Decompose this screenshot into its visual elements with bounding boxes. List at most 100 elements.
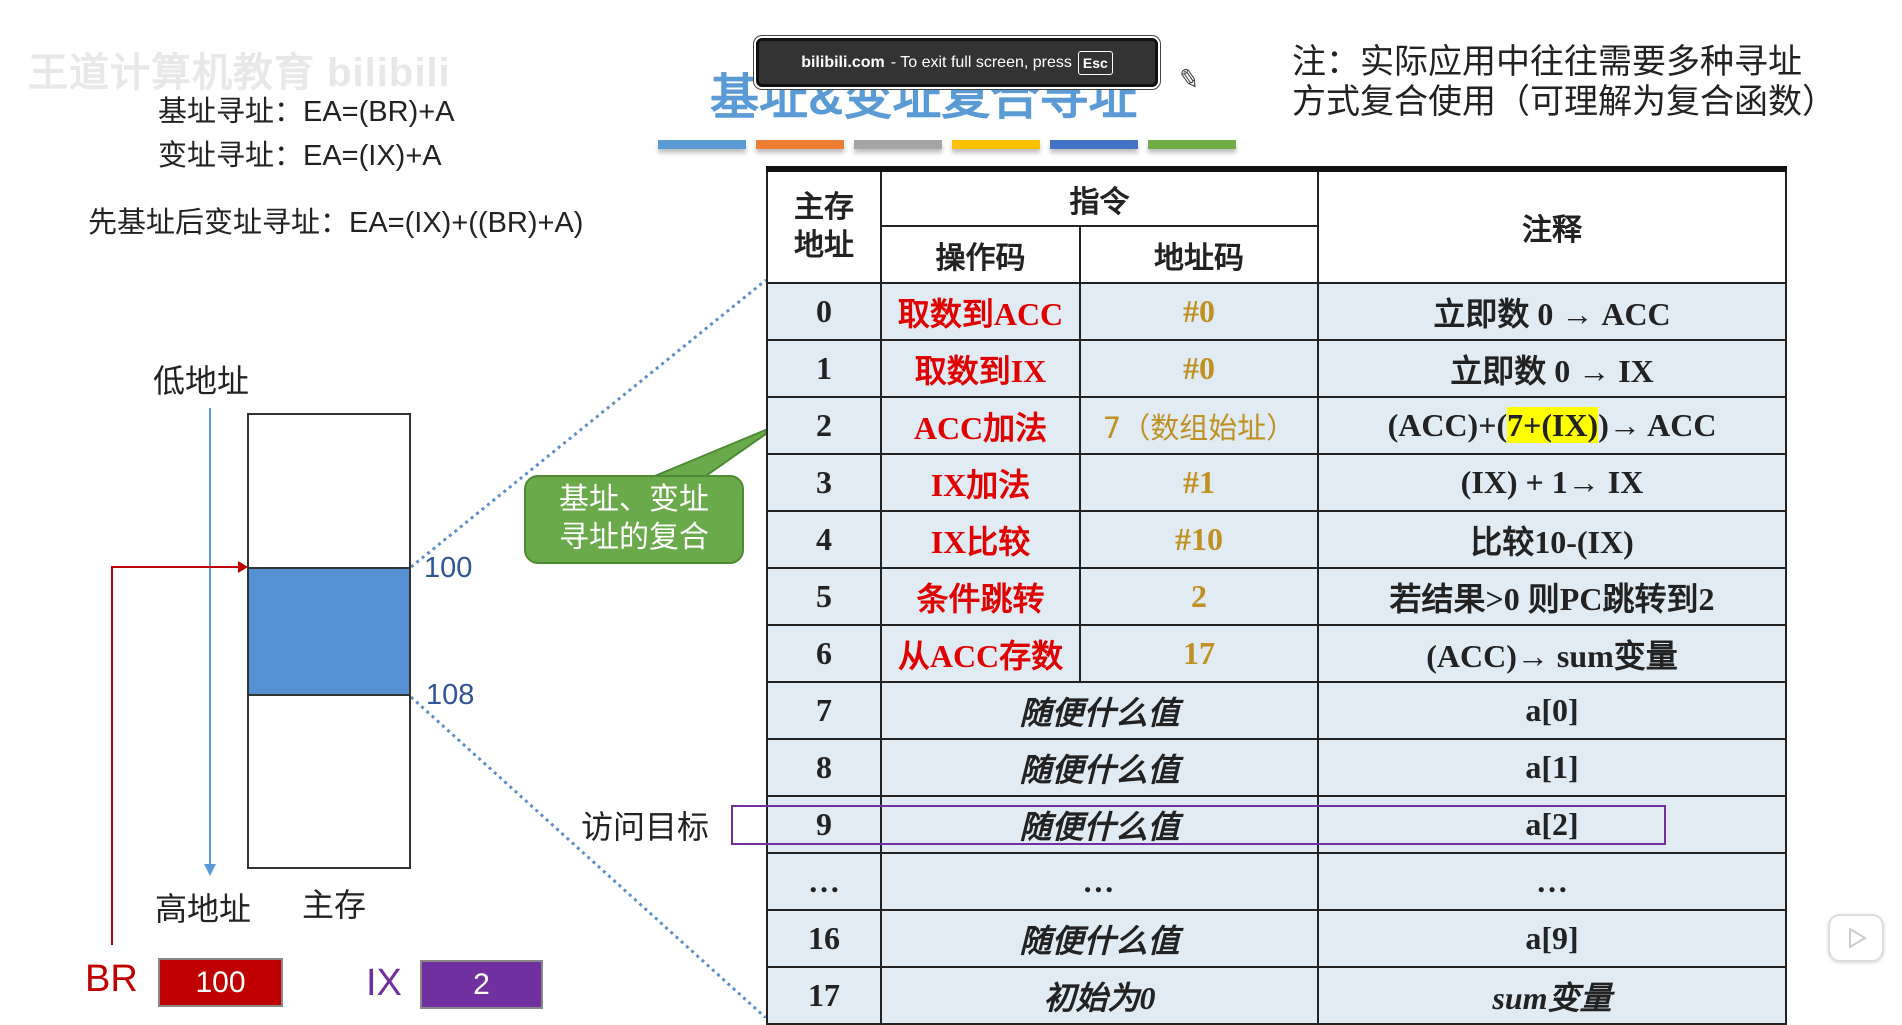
cell-value: …: [880, 852, 1319, 911]
cell-comment: 立即数 0 → IX: [1317, 339, 1787, 398]
cell-address: 17: [766, 966, 882, 1025]
cell-addrcode: #1: [1079, 453, 1319, 512]
cell-address: 3: [766, 453, 882, 512]
combined-addressing-formula: 先基址后变址寻址：EA=(IX)+((BR)+A): [88, 207, 584, 239]
cell-addrcode: #0: [1079, 282, 1319, 341]
cell-value: 初始为0: [880, 966, 1319, 1025]
cell-opcode: IX加法: [880, 453, 1081, 512]
cell-comment: 若结果>0 则PC跳转到2: [1317, 567, 1787, 626]
access-target-label: 访问目标: [581, 809, 710, 845]
cell-address: 4: [766, 510, 882, 569]
callout-line: 寻址的复合: [559, 521, 709, 554]
br-arrow-head-icon: [238, 561, 248, 573]
cell-address: 16: [766, 909, 882, 968]
ix-register: 2: [420, 960, 543, 1009]
color-bar: [854, 140, 942, 149]
cell-addrcode: #10: [1079, 510, 1319, 569]
table-row: 0 取数到ACC #0 立即数 0 → ACC: [766, 282, 1787, 341]
cell-addrcode: 2: [1079, 567, 1319, 626]
header-instruction: 指令: [880, 168, 1319, 227]
cell-comment: a[0]: [1317, 681, 1787, 740]
cell-opcode: 取数到IX: [880, 339, 1081, 398]
dotted-line-top: [410, 278, 767, 569]
color-bar: [658, 140, 746, 149]
table-row: 6 从ACC存数 17 (ACC)→ sum变量: [766, 624, 1787, 683]
cell-address: 1: [766, 339, 882, 398]
br-register: 100: [158, 958, 283, 1007]
cell-addrcode: #0: [1079, 339, 1319, 398]
cell-comment: (ACC)+(7+(IX))→ ACC: [1317, 396, 1787, 455]
table-row: 4 IX比较 #10 比较10-(IX): [766, 510, 1787, 569]
esc-key: Esc: [1077, 50, 1113, 75]
fullscreen-toast: bilibili.com - To exit full screen, pres…: [756, 38, 1158, 87]
address-108: 108: [426, 679, 475, 711]
color-bar: [952, 140, 1040, 149]
header-opcode: 操作码: [880, 225, 1081, 284]
cell-opcode: IX比较: [880, 510, 1081, 569]
array-region: [247, 567, 411, 696]
cell-address: 8: [766, 738, 882, 797]
cell-comment: (IX) + 1→ IX: [1317, 453, 1787, 512]
callout-line: 基址、变址: [559, 483, 709, 516]
br-label: BR: [85, 958, 138, 1000]
toast-text: - To exit full screen, press: [890, 53, 1072, 71]
memory-label: 主存: [302, 887, 367, 923]
table-row: 3 IX加法 #1 (IX) + 1→ IX: [766, 453, 1787, 512]
comment-post: )→ ACC: [1598, 407, 1717, 443]
play-icon: [1849, 927, 1867, 949]
cell-opcode: 条件跳转: [880, 567, 1081, 626]
comment-highlight: 7+(IX): [1507, 407, 1599, 443]
table-row: 1 取数到IX #0 立即数 0 → IX: [766, 339, 1787, 398]
instruction-table: 主存地址 指令 注释 操作码 地址码 0 取数到ACC #0 立即数 0 → ACC 1…: [766, 166, 1787, 1025]
cell-comment: a[1]: [1317, 738, 1787, 797]
cell-opcode: 从ACC存数: [880, 624, 1081, 683]
note-line: 注：实际应用中往往需要多种寻址: [1292, 43, 1802, 81]
base-addressing-formula: 基址寻址：EA=(BR)+A: [158, 96, 455, 128]
address-100: 100: [424, 552, 473, 584]
cell-address: 7: [766, 681, 882, 740]
br-pointer-line: [111, 566, 240, 945]
table-row: 17 初始为0 sum变量: [766, 966, 1787, 1025]
index-addressing-formula: 变址寻址：EA=(IX)+A: [158, 140, 442, 172]
header-address: 主存地址: [766, 168, 882, 284]
cell-comment: …: [1317, 852, 1787, 911]
ix-label: IX: [366, 962, 402, 1004]
cell-comment: 比较10-(IX): [1317, 510, 1787, 569]
cell-address: 6: [766, 624, 882, 683]
watermark: 王道计算机教育 bilibili: [28, 51, 451, 95]
access-target-highlight: [731, 805, 1666, 845]
cell-opcode: ACC加法: [880, 396, 1081, 455]
cell-address: 0: [766, 282, 882, 341]
cell-comment: (ACC)→ sum变量: [1317, 624, 1787, 683]
callout-tail: [649, 423, 781, 482]
color-bar: [756, 140, 844, 149]
cell-addrcode: 17: [1079, 624, 1319, 683]
table-row: ………: [766, 852, 1787, 911]
cell-value: 随便什么值: [880, 738, 1319, 797]
cell-comment: sum变量: [1317, 966, 1787, 1025]
dotted-line-bottom: [409, 695, 768, 1018]
cell-value: 随便什么值: [880, 909, 1319, 968]
table-row: 8 随便什么值 a[1]: [766, 738, 1787, 797]
cell-comment: a[9]: [1317, 909, 1787, 968]
cell-value: 随便什么值: [880, 681, 1319, 740]
cell-opcode: 取数到ACC: [880, 282, 1081, 341]
color-bar: [1148, 140, 1236, 149]
callout-bubble: 基址、变址 寻址的复合: [524, 475, 744, 564]
cell-address: 5: [766, 567, 882, 626]
cell-address: 2: [766, 396, 882, 455]
toast-site: bilibili.com: [801, 53, 885, 71]
table-row: 5 条件跳转 2 若结果>0 则PC跳转到2: [766, 567, 1787, 626]
comment-pre: (ACC)+(: [1387, 407, 1508, 443]
table-row: 16 随便什么值 a[9]: [766, 909, 1787, 968]
arrow-head-icon: [204, 864, 216, 876]
note-line: 方式复合使用（可理解为复合函数）: [1292, 83, 1836, 121]
low-address-label: 低地址: [153, 363, 250, 399]
cell-addrcode: 7（数组始址）: [1079, 396, 1319, 455]
table-row: 2 ACC加法 7（数组始址） (ACC)+(7+(IX))→ ACC: [766, 396, 1787, 455]
table-row: 7 随便什么值 a[0]: [766, 681, 1787, 740]
header-addrcode: 地址码: [1079, 225, 1319, 284]
bilibili-play-button[interactable]: [1828, 914, 1884, 962]
cell-address: …: [766, 852, 882, 911]
